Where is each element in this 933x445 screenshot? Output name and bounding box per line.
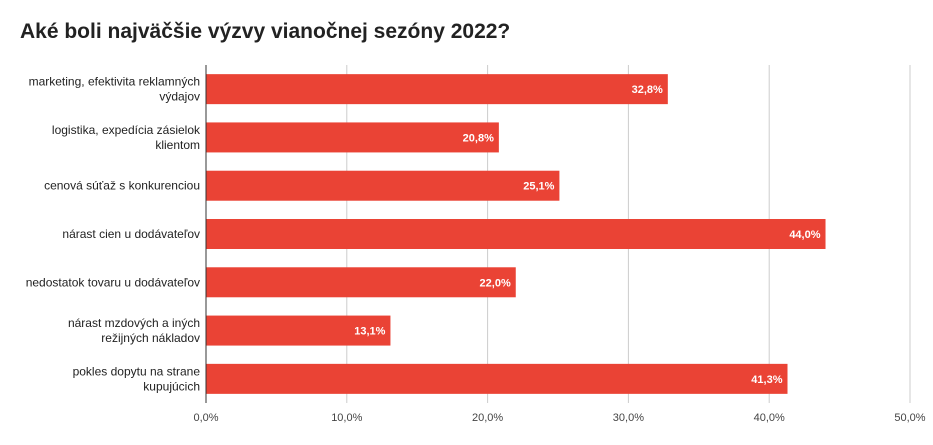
data-label: 25,1% <box>523 181 554 193</box>
data-label: 20,8% <box>463 132 494 144</box>
category-label: cenová súťaž s konkurenciou <box>44 179 200 193</box>
bar <box>206 267 516 298</box>
category-label: klientom <box>155 138 200 152</box>
category-label: režijných nákladov <box>101 331 200 345</box>
category-label: kupujúcich <box>143 379 200 393</box>
bar <box>206 219 826 249</box>
category-label: nedostatok tovaru u dodávateľov <box>26 275 200 289</box>
x-tick-label: 10,0% <box>331 412 362 424</box>
bar <box>206 74 668 105</box>
x-tick-label: 0,0% <box>193 412 218 424</box>
category-label: výdajov <box>159 90 200 104</box>
bar <box>206 170 560 201</box>
bar <box>206 122 499 153</box>
data-label: 22,0% <box>480 277 511 289</box>
data-label: 44,0% <box>789 229 820 241</box>
category-label: nárast mzdových a iných <box>68 316 200 330</box>
bar <box>206 315 391 346</box>
category-label: nárast cien u dodávateľov <box>62 227 200 241</box>
bars <box>206 74 826 394</box>
x-tick-label: 50,0% <box>894 412 925 424</box>
bar <box>206 363 788 394</box>
category-label: logistika, expedícia zásielok <box>52 123 201 137</box>
data-label: 32,8% <box>632 84 663 96</box>
x-tick-label: 30,0% <box>613 412 644 424</box>
category-label: marketing, efektivita reklamných <box>29 75 200 89</box>
x-tick-label: 20,0% <box>472 412 503 424</box>
category-label: pokles dopytu na strane <box>73 364 201 378</box>
x-tick-label: 40,0% <box>754 412 785 424</box>
labels: 0,0% 10,0% 20,0% 30,0% 40,0% 50,0% 32,8% market… <box>26 75 926 424</box>
data-label: 13,1% <box>354 326 385 338</box>
data-label: 41,3% <box>751 374 782 386</box>
chart-title: Aké boli najväčšie výzvy vianočnej sezón… <box>20 20 511 43</box>
